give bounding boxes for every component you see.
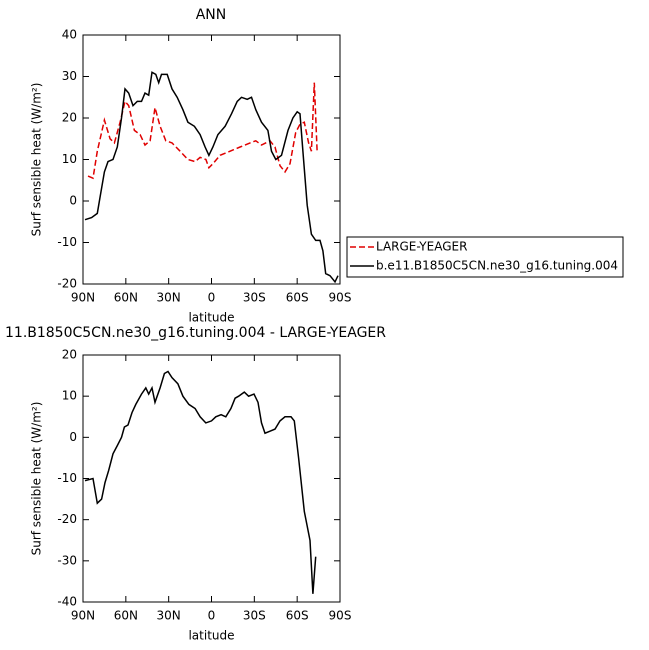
x-tick-label: 60S <box>286 609 309 623</box>
y-tick-label: -10 <box>57 235 77 249</box>
x-tick-label: 90N <box>71 291 95 305</box>
y-tick-label: -20 <box>57 277 77 291</box>
y-tick-label: 20 <box>62 111 77 125</box>
x-tick-label: 60N <box>114 609 138 623</box>
chart-title: 11.B1850C5CN.ne30_g16.tuning.004 - LARGE… <box>5 325 386 341</box>
y-tick-label: 10 <box>62 152 77 166</box>
plot-frame <box>82 354 341 603</box>
y-tick-label: 40 <box>62 28 77 42</box>
x-tick-label: 90S <box>329 609 352 623</box>
legend-label: b.e11.B1850C5CN.ne30_g16.tuning.004 <box>376 259 618 273</box>
y-tick-label: 30 <box>62 69 77 83</box>
y-tick-label: 0 <box>69 194 77 208</box>
legend-box <box>346 236 624 278</box>
x-tick-label: 30S <box>243 291 266 305</box>
plot-frame <box>82 34 341 285</box>
y-tick-label: -20 <box>57 512 77 526</box>
data-line <box>84 71 339 284</box>
x-tick-label: 0 <box>208 609 216 623</box>
y-axis-label: Surf sensible heat (W/m²) <box>30 402 44 556</box>
x-tick-label: 90N <box>71 609 95 623</box>
x-tick-label: 30N <box>157 291 181 305</box>
x-tick-label: 30S <box>243 609 266 623</box>
data-line <box>87 82 318 180</box>
y-axis-label: Surf sensible heat (W/m²) <box>30 83 44 237</box>
x-tick-label: 60N <box>114 291 138 305</box>
y-tick-label: -10 <box>57 471 77 485</box>
x-tick-label: 90S <box>329 291 352 305</box>
y-tick-label: 20 <box>62 348 77 362</box>
data-line <box>84 370 317 594</box>
x-tick-label: 60S <box>286 291 309 305</box>
y-tick-label: -40 <box>57 595 77 609</box>
x-tick-label: 30N <box>157 609 181 623</box>
x-tick-label: 0 <box>208 291 216 305</box>
y-tick-label: 0 <box>69 430 77 444</box>
y-tick-label: -30 <box>57 553 77 567</box>
x-axis-label: latitude <box>188 629 234 643</box>
x-axis-label: latitude <box>188 311 234 325</box>
y-tick-label: 10 <box>62 389 77 403</box>
chart-title: ANN <box>196 7 227 23</box>
legend-label: LARGE-YEAGER <box>376 240 467 254</box>
